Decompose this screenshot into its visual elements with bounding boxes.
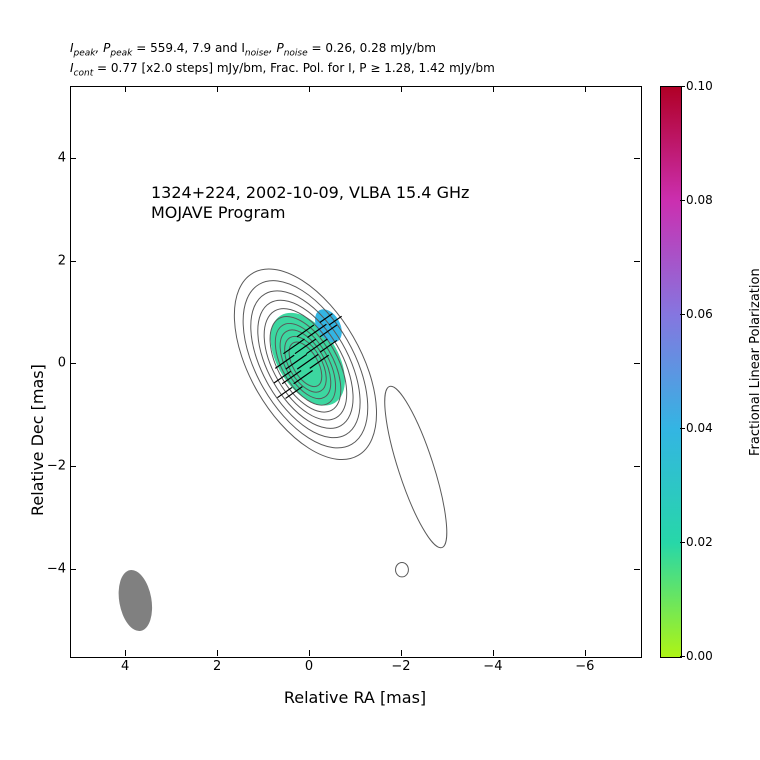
contour-blob [396,563,409,577]
sub-noise2: noise [284,48,308,58]
y-tick-mark [634,569,640,570]
x-tick-label: −6 [575,659,594,674]
x-tick-mark [125,86,126,92]
x-tick-mark [585,86,586,92]
colorbar-tick-label: 0.02 [686,535,713,549]
colorbar-tick-label: 0.08 [686,193,713,207]
x-tick-mark [493,650,494,656]
x-tick-mark [401,86,402,92]
colorbar-tick-label: 0.00 [686,649,713,663]
y-tick-mark [70,158,76,159]
x-tick-mark [217,86,218,92]
contour-secondary [373,381,459,553]
header-line-2: Icont = 0.77 [x2.0 steps] mJy/bm, Frac. … [70,60,495,80]
x-tick-mark [401,650,402,656]
sub-noise: noise [245,48,269,58]
x-tick-mark [309,650,310,656]
x-tick-mark [493,86,494,92]
x-tick-label: −2 [391,659,410,674]
title-line-2: MOJAVE Program [151,203,469,223]
x-axis-label: Relative RA [mas] [70,688,640,707]
sub-peak: peak [74,48,96,58]
y-tick-mark [634,363,640,364]
colorbar-label-text: Fractional Linear Polarization [748,268,760,456]
y-axis-label: Relative Dec [mas] [18,86,38,656]
y-axis-label-text: Relative Dec [mas] [28,364,47,516]
y-tick-label: −2 [40,459,66,474]
header-line-1: Ipeak, Ppeak = 559.4, 7.9 and Inoise, Pn… [70,40,495,60]
x-tick-mark [309,86,310,92]
colorbar-label: Fractional Linear Polarization [742,86,758,656]
y-tick-mark [634,261,640,262]
ital-P2: , P [269,41,284,55]
colorbar-tick-mark [680,200,685,201]
colorbar-tick-mark [680,656,685,657]
beam-ellipse [114,567,156,633]
y-tick-mark [70,261,76,262]
sub-peak2: peak [110,48,132,58]
x-tick-label: 4 [121,659,129,674]
txt-c: = 559.4, 7.9 and I [132,41,245,55]
header-meta: Ipeak, Ppeak = 559.4, 7.9 and Inoise, Pn… [70,40,495,80]
colorbar [660,86,682,658]
plot-title: 1324+224, 2002-10-09, VLBA 15.4 GHz MOJA… [151,183,469,223]
colorbar-tick-mark [680,428,685,429]
x-tick-mark [125,650,126,656]
ital-P: , P [96,41,111,55]
x-tick-label: −4 [483,659,502,674]
x-tick-label: 0 [305,659,313,674]
colorbar-tick-mark [680,314,685,315]
y-tick-mark [70,363,76,364]
y-tick-mark [70,466,76,467]
colorbar-tick-label: 0.10 [686,79,713,93]
y-tick-mark [634,466,640,467]
sub-cont: cont [74,68,94,78]
y-tick-mark [634,158,640,159]
y-tick-label: 4 [40,150,66,165]
x-tick-mark [585,650,586,656]
x-tick-label: 2 [213,659,221,674]
y-tick-mark [70,569,76,570]
txt-e: = 0.26, 0.28 mJy/bm [308,41,436,55]
y-tick-label: −4 [40,561,66,576]
txt-line2: = 0.77 [x2.0 steps] mJy/bm, Frac. Pol. f… [93,61,495,75]
x-axis-label-text: Relative RA [mas] [284,688,426,707]
title-line-1: 1324+224, 2002-10-09, VLBA 15.4 GHz [151,183,469,203]
plot-area: 1324+224, 2002-10-09, VLBA 15.4 GHz MOJA… [70,86,642,658]
x-tick-mark [217,650,218,656]
colorbar-tick-label: 0.06 [686,307,713,321]
colorbar-tick-mark [680,86,685,87]
y-tick-label: 2 [40,253,66,268]
colorbar-tick-label: 0.04 [686,421,713,435]
colorbar-tick-mark [680,542,685,543]
map-svg [71,87,641,657]
y-tick-label: 0 [40,356,66,371]
